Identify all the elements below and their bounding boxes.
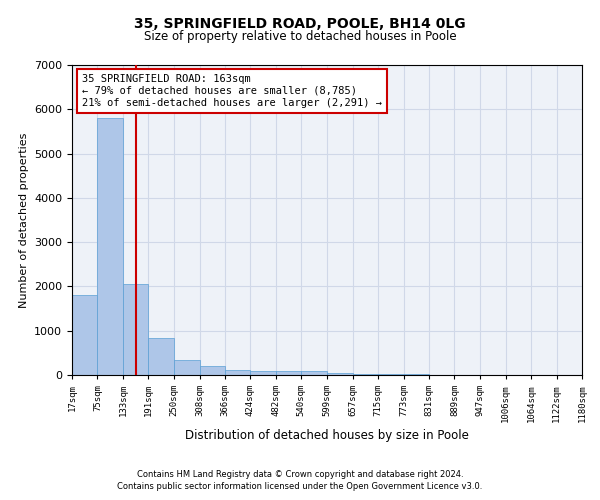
Text: 35, SPRINGFIELD ROAD, POOLE, BH14 0LG: 35, SPRINGFIELD ROAD, POOLE, BH14 0LG [134, 18, 466, 32]
Bar [72, 296, 97, 375]
Bar [225, 370, 250, 375]
Text: 35 SPRINGFIELD ROAD: 163sqm
← 79% of detached houses are smaller (8,785)
21% of : 35 SPRINGFIELD ROAD: 163sqm ← 79% of det… [82, 74, 382, 108]
Text: Contains public sector information licensed under the Open Government Licence v3: Contains public sector information licen… [118, 482, 482, 491]
Bar [353, 374, 378, 375]
Text: Contains HM Land Registry data © Crown copyright and database right 2024.: Contains HM Land Registry data © Crown c… [137, 470, 463, 479]
Bar [404, 374, 429, 375]
X-axis label: Distribution of detached houses by size in Poole: Distribution of detached houses by size … [185, 428, 469, 442]
Text: Size of property relative to detached houses in Poole: Size of property relative to detached ho… [143, 30, 457, 43]
Bar [327, 373, 353, 375]
Bar [97, 118, 123, 375]
Bar [174, 360, 200, 375]
Bar [148, 338, 174, 375]
Bar [301, 372, 327, 375]
Bar [276, 370, 301, 375]
Bar [123, 284, 148, 375]
Bar [200, 366, 225, 375]
Bar [250, 370, 276, 375]
Bar [378, 374, 404, 375]
Y-axis label: Number of detached properties: Number of detached properties [19, 132, 29, 308]
